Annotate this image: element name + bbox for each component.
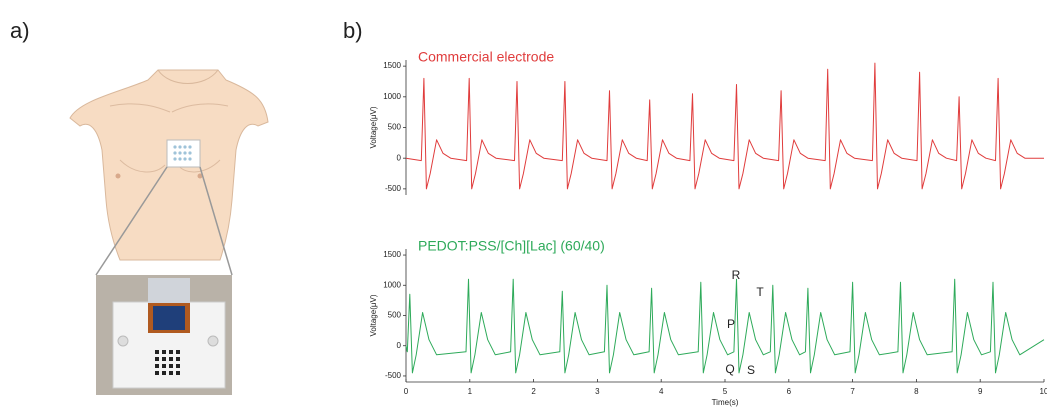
x-tick-label: 9 bbox=[978, 387, 983, 396]
wave-annotation: P bbox=[727, 317, 735, 331]
wave-annotation: R bbox=[732, 268, 741, 282]
x-tick-label: 7 bbox=[850, 387, 855, 396]
x-tick-label: 4 bbox=[659, 387, 664, 396]
y-tick-label: 1500 bbox=[383, 61, 401, 70]
y-tick-label: 0 bbox=[397, 153, 402, 162]
y-tick-label: 1000 bbox=[383, 92, 401, 101]
x-tick-label: 5 bbox=[723, 387, 728, 396]
ecg-trace bbox=[405, 62, 1044, 190]
torso-illustration bbox=[69, 69, 269, 276]
y-tick-label: 0 bbox=[397, 341, 402, 350]
wave-annotation: Q bbox=[725, 362, 734, 376]
panel-label: b) bbox=[343, 18, 363, 43]
ecg-trace bbox=[405, 278, 1045, 374]
electrode-photo bbox=[96, 275, 232, 395]
y-tick-label: -500 bbox=[385, 184, 402, 193]
y-axis-label: Voltage(μV) bbox=[369, 294, 378, 336]
x-axis-label: Time(s) bbox=[712, 398, 739, 407]
y-axis-label: Voltage(μV) bbox=[369, 106, 378, 148]
series-label: PEDOT:PSS/[Ch][Lac] (60/40) bbox=[418, 238, 605, 254]
x-tick-label: 6 bbox=[787, 387, 792, 396]
y-tick-label: 500 bbox=[388, 311, 402, 320]
wave-annotation: S bbox=[747, 363, 755, 377]
panel-label: a) bbox=[10, 18, 30, 43]
x-tick-label: 10 bbox=[1040, 387, 1047, 396]
x-tick-label: 2 bbox=[531, 387, 536, 396]
x-tick-label: 8 bbox=[914, 387, 919, 396]
series-label: Commercial electrode bbox=[418, 49, 554, 65]
y-tick-label: -500 bbox=[385, 371, 402, 380]
x-tick-label: 3 bbox=[595, 387, 600, 396]
x-tick-label: 0 bbox=[404, 387, 409, 396]
y-tick-label: 1500 bbox=[383, 250, 401, 259]
x-tick-label: 1 bbox=[468, 387, 473, 396]
y-tick-label: 500 bbox=[388, 123, 402, 132]
wave-annotation: T bbox=[756, 285, 764, 299]
y-tick-label: 1000 bbox=[383, 280, 401, 289]
